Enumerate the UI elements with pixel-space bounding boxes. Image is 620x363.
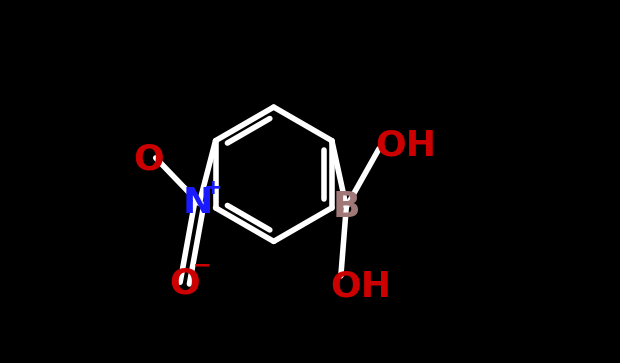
- Text: −: −: [193, 256, 211, 276]
- Text: B: B: [332, 190, 360, 224]
- Text: OH: OH: [330, 270, 391, 304]
- Text: O: O: [133, 143, 164, 177]
- Text: O: O: [169, 266, 200, 300]
- Text: N: N: [182, 186, 213, 220]
- Text: +: +: [204, 178, 223, 198]
- Text: OH: OH: [376, 128, 436, 162]
